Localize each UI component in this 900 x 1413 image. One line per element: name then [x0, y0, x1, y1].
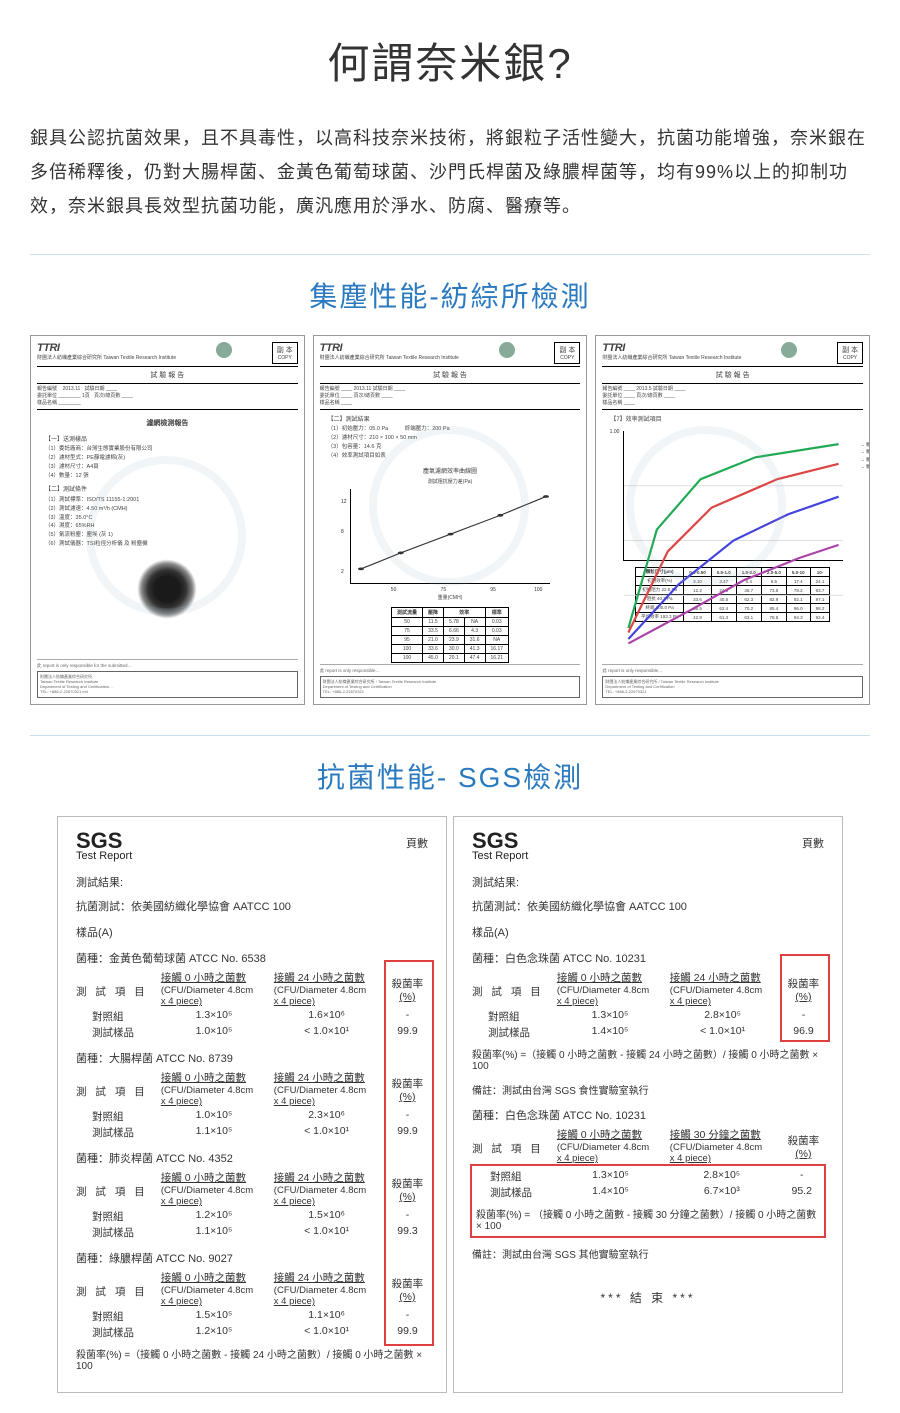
ttri1-body-title: 濾網檢測報告 — [37, 418, 298, 428]
sgs-logo: SGS — [76, 831, 428, 851]
sgs-bacteria-block: 菌種：金黃色葡萄球菌 ATCC No. 6538 測 試 項 目 接觸 0 小時… — [76, 950, 428, 1040]
ttri2-table: 測試流量壓降效率標準 5011.55.78NA0.03 7533.56.664.… — [391, 607, 509, 663]
ttri1-sample-image — [137, 559, 197, 619]
sgs-report-right: SGS Test Report 頁數 測試結果: 抗菌測試：依美國紡織化學協會 … — [453, 816, 843, 1394]
ttri-logo-sub: 財團法人紡織產業綜合研究所 Taiwan Textile Research In… — [37, 354, 176, 361]
ttri1-meta: 報告編號 2013.11 試驗日期 ____委託單位 ________ 1頁 頁… — [37, 383, 298, 410]
ttri-report-1: TTRI 財團法人紡織產業綜合研究所 Taiwan Textile Resear… — [30, 335, 305, 705]
sgs-bacteria-block: 菌種：大腸桿菌 ATCC No. 8739 測 試 項 目 接觸 0 小時之菌數… — [76, 1050, 428, 1140]
ttri1-sec2-h: 【二】測試條件 — [45, 486, 298, 496]
sgs-report-left: SGS Test Report 頁數 測試結果: 抗菌測試：依美國紡織化學協會 … — [57, 816, 447, 1394]
sgs-right-b2: 菌種：白色念珠菌 ATCC No. 10231 測 試 項 目 接觸 0 小時之… — [472, 1107, 824, 1238]
ttri3-chart: 1.00 → 顆粒(0.3μm) → 顆粒(0.5μm) → 顆粒(1.0μm)… — [623, 431, 843, 561]
section1-title: 集塵性能-紡綜所檢測 — [30, 275, 870, 315]
sgs-sub: Test Report — [76, 850, 428, 862]
ttri2-chart: 12 8 2 50 75 95 100 — [350, 489, 550, 584]
sgs-reports-row: SGS Test Report 頁數 測試結果: 抗菌測試：依美國紡織化學協會 … — [30, 816, 870, 1394]
page-title: 何謂奈米銀? — [30, 30, 870, 91]
ttri1-sec1-h: 【一】送測樣品 — [45, 436, 298, 446]
sgs-end: *** 結 束 *** — [472, 1289, 824, 1306]
ttri-reports-row: TTRI 財團法人紡織產業綜合研究所 Taiwan Textile Resear… — [30, 335, 870, 705]
divider — [30, 254, 870, 255]
divider — [30, 735, 870, 736]
sgs-right-b1: 菌種：白色念珠菌 ATCC No. 10231 測 試 項 目 接觸 0 小時之… — [472, 950, 824, 1040]
copy-zh: 副 本 — [277, 345, 293, 355]
sample-label: 樣品(A) — [76, 924, 428, 940]
ttri-logo: TTRI — [37, 342, 59, 354]
ttri1-subtitle: 試 驗 報 告 — [37, 370, 298, 380]
ttri-report-2: TTRI 財團法人紡織產業綜合研究所 Taiwan Textile Resear… — [313, 335, 588, 705]
section2-title: 抗菌性能- SGS檢測 — [30, 756, 870, 796]
sgs-page: 頁數 — [406, 835, 428, 851]
bacteria-name: 菌種：金黃色葡萄球菌 ATCC No. 6538 — [76, 950, 428, 966]
ttri-report-3: TTRI 財團法人紡織產業綜合研究所 Taiwan Textile Resear… — [595, 335, 870, 705]
sgs-bacteria-block: 菌種：肺炎桿菌 ATCC No. 4352 測 試 項 目 接觸 0 小時之菌數… — [76, 1150, 428, 1240]
bacteria-name: 菌種：綠膿桿菌 ATCC No. 9027 — [76, 1250, 428, 1266]
bacteria-name: 菌種：肺炎桿菌 ATCC No. 4352 — [76, 1150, 428, 1166]
method-label: 抗菌測試：依美國紡織化學協會 AATCC 100 — [76, 898, 428, 914]
copy-en: COPY — [277, 355, 293, 361]
intro-text: 銀具公認抗菌效果，且不具毒性，以高科技奈米技術，將銀粒子活性變大，抗菌功能增強，… — [30, 121, 870, 224]
bacteria-name: 菌種：大腸桿菌 ATCC No. 8739 — [76, 1050, 428, 1066]
result-label: 測試結果: — [76, 874, 428, 890]
sgs-bacteria-block: 菌種：綠膿桿菌 ATCC No. 9027 測 試 項 目 接觸 0 小時之菌數… — [76, 1250, 428, 1340]
formula-left: 殺菌率(%) =（接觸 0 小時之菌數 - 接觸 24 小時之菌數）/ 接觸 0… — [76, 1346, 428, 1372]
ttri2-chart-title: 塵氣濾網效率曲線圖 — [320, 466, 581, 475]
